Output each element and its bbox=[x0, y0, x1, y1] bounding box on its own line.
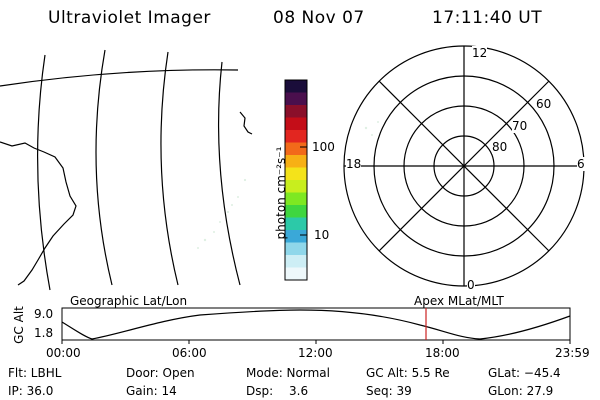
dsp-label: Dsp: bbox=[246, 384, 274, 398]
mlt-label-0: 0 bbox=[467, 278, 475, 292]
color-scale-stripe bbox=[285, 242, 307, 256]
mlat-label-60: 60 bbox=[536, 97, 552, 111]
mode-status: Mode: Normal bbox=[246, 366, 330, 380]
ip-status: IP: 36.0 bbox=[8, 384, 54, 398]
color-scale-tick-100: 100 bbox=[312, 140, 335, 154]
timeline-y-tick-high: 9.0 bbox=[34, 307, 54, 321]
color-scale-stripe bbox=[285, 217, 307, 231]
mlt-label-12: 12 bbox=[472, 46, 488, 60]
color-scale-stripes bbox=[285, 80, 307, 281]
seq-status: Seq: 39 bbox=[366, 384, 412, 398]
timeline-x-tick-1200: 12:00 bbox=[298, 346, 333, 360]
polar-diagonal bbox=[378, 80, 550, 252]
color-scale-stripe bbox=[285, 92, 307, 106]
timeline-left-title: Geographic Lat/Lon bbox=[70, 294, 188, 308]
color-scale-stripe bbox=[285, 142, 307, 156]
color-scale-stripe bbox=[285, 167, 307, 181]
timeline-x-tick-2359: 23:59 bbox=[555, 346, 590, 360]
mlat-label-70: 70 bbox=[512, 119, 528, 133]
timeline-right-title: Apex MLat/MLT bbox=[414, 294, 504, 308]
timeline-x-ticks bbox=[61, 340, 571, 344]
time-label: 17:11:40 UT bbox=[432, 8, 543, 28]
color-scale-frame bbox=[284, 79, 308, 281]
mlt-label-18: 18 bbox=[346, 157, 362, 171]
glon-status: GLon: 27.9 bbox=[488, 384, 554, 398]
meridian-arc bbox=[160, 51, 179, 286]
glat-status: GLat: −45.4 bbox=[488, 366, 561, 380]
date-label: 08 Nov 07 bbox=[273, 8, 365, 28]
meridian-arc bbox=[36, 54, 51, 291]
color-scale-stripe bbox=[285, 267, 307, 281]
gc-alt-status: GC Alt: 5.5 Re bbox=[366, 366, 450, 380]
coastline-island bbox=[239, 111, 253, 135]
filter-status: Flt: LBHL bbox=[8, 366, 62, 380]
instrument-title: Ultraviolet Imager bbox=[48, 8, 211, 28]
mlt-label-6: 6 bbox=[577, 157, 585, 171]
timeline-x-tick-0000: 00:00 bbox=[46, 346, 81, 360]
color-scale-stripe bbox=[285, 255, 307, 268]
color-scale-tick-10: 10 bbox=[314, 228, 330, 242]
color-scale-stripe bbox=[285, 80, 307, 93]
timeline-x-tick-0600: 06:00 bbox=[172, 346, 207, 360]
dsp-value: 3.6 bbox=[289, 384, 309, 398]
color-scale-stripe bbox=[285, 117, 307, 131]
gain-status: Gain: 14 bbox=[126, 384, 177, 398]
color-scale-stripe bbox=[285, 180, 307, 193]
meridian-arc bbox=[95, 49, 113, 286]
color-scale-stripe bbox=[285, 130, 307, 143]
color-scale-stripe bbox=[285, 155, 307, 168]
timeline-x-tick-1800: 18:00 bbox=[425, 346, 460, 360]
timeline-frame bbox=[61, 307, 571, 341]
color-scale-stripe bbox=[285, 105, 307, 118]
color-scale-stripe bbox=[285, 205, 307, 218]
meridian-arc bbox=[218, 61, 241, 286]
coastline bbox=[0, 141, 77, 286]
door-status: Door: Open bbox=[126, 366, 195, 380]
faint-aurora-specks bbox=[364, 121, 379, 136]
color-scale-stripe bbox=[285, 192, 307, 206]
faint-aurora-specks bbox=[197, 178, 247, 249]
latitude-arc bbox=[0, 69, 239, 87]
mlat-label-80: 80 bbox=[492, 140, 508, 154]
altitude-curve bbox=[61, 309, 571, 340]
timeline-y-tick-low: 1.8 bbox=[34, 326, 54, 340]
color-scale-stripe bbox=[285, 230, 307, 243]
